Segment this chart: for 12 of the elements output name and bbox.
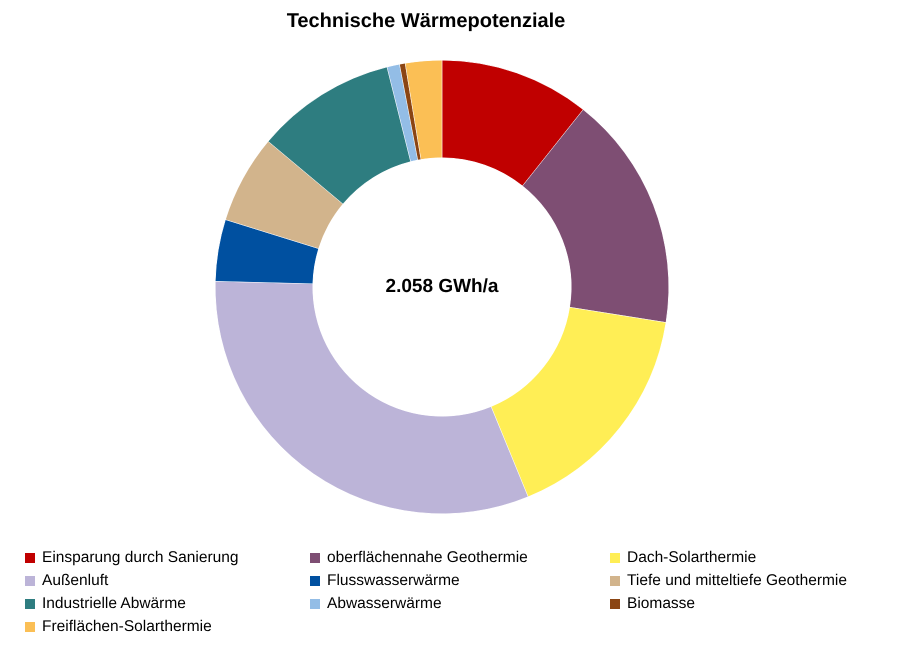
legend-label: Industrielle Abwärme	[42, 594, 186, 612]
legend-label: Flusswasserwärme	[327, 572, 460, 590]
legend-label: Abwasserwärme	[327, 594, 442, 612]
legend-label: Tiefe und mitteltiefe Geothermie	[627, 572, 847, 590]
legend-label: Freiflächen-Solarthermie	[42, 618, 212, 636]
legend-label: oberflächennahe Geothermie	[327, 548, 528, 566]
legend-label: Außenluft	[42, 572, 108, 590]
chart-title: Technische Wärmepotenziale	[286, 10, 566, 33]
legend-label: Dach-Solarthermie	[627, 548, 756, 566]
legend-label: Einsparung durch Sanierung	[42, 548, 238, 566]
text: 2.058 GWh/a	[386, 276, 499, 298]
legend-label: Biomasse	[627, 594, 696, 612]
